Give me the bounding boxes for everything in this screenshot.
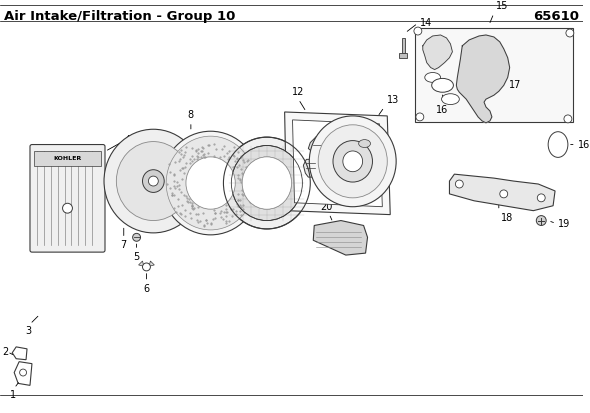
Text: 10: 10 (279, 173, 291, 183)
Text: 2: 2 (2, 347, 8, 357)
Ellipse shape (359, 140, 371, 147)
Text: 8: 8 (188, 110, 194, 120)
Polygon shape (303, 159, 317, 177)
Ellipse shape (318, 125, 387, 198)
Text: 3: 3 (25, 326, 31, 336)
Text: 6: 6 (143, 284, 149, 294)
Text: 20: 20 (320, 202, 332, 211)
Ellipse shape (143, 170, 164, 192)
Text: 65610: 65610 (533, 10, 579, 23)
Polygon shape (313, 221, 368, 255)
FancyBboxPatch shape (30, 145, 105, 252)
Ellipse shape (441, 94, 460, 104)
Ellipse shape (116, 142, 191, 221)
Text: 5: 5 (133, 252, 140, 262)
Polygon shape (284, 112, 390, 215)
Polygon shape (309, 137, 326, 153)
Ellipse shape (166, 136, 255, 230)
Circle shape (143, 263, 150, 271)
Bar (415, 28, 573, 122)
Text: 9: 9 (300, 115, 306, 125)
Text: 7: 7 (120, 240, 127, 250)
Circle shape (536, 216, 546, 225)
Ellipse shape (231, 145, 303, 221)
Polygon shape (146, 261, 155, 267)
Circle shape (133, 233, 140, 241)
Circle shape (566, 29, 574, 37)
Polygon shape (450, 174, 555, 211)
Text: eReplacementParts.com: eReplacementParts.com (157, 187, 377, 205)
Ellipse shape (224, 137, 310, 229)
Ellipse shape (161, 131, 260, 235)
Circle shape (63, 203, 73, 213)
Ellipse shape (186, 157, 235, 209)
Ellipse shape (548, 132, 568, 157)
Ellipse shape (333, 140, 372, 182)
Circle shape (537, 194, 545, 202)
Circle shape (416, 113, 424, 121)
Ellipse shape (242, 157, 291, 209)
Polygon shape (293, 120, 382, 207)
Circle shape (414, 27, 422, 35)
Text: Air Intake/Filtration - Group 10: Air Intake/Filtration - Group 10 (4, 10, 235, 23)
Text: 12: 12 (292, 87, 304, 97)
Text: 18: 18 (501, 213, 513, 223)
Text: 15: 15 (496, 1, 508, 11)
Ellipse shape (149, 176, 158, 186)
Ellipse shape (425, 73, 441, 82)
Text: 19: 19 (558, 219, 571, 230)
Text: 4: 4 (124, 135, 131, 145)
Circle shape (500, 190, 507, 198)
Ellipse shape (309, 116, 396, 207)
Ellipse shape (432, 78, 453, 92)
Polygon shape (139, 261, 146, 267)
Text: 13: 13 (387, 95, 399, 105)
Ellipse shape (343, 151, 363, 172)
Text: 16: 16 (578, 140, 590, 150)
Bar (402, 38, 405, 53)
Text: 14: 14 (420, 18, 432, 28)
Bar (399, 53, 407, 58)
Text: 17: 17 (509, 80, 521, 90)
Text: 11: 11 (338, 132, 350, 142)
Ellipse shape (104, 129, 203, 233)
Polygon shape (423, 35, 453, 69)
Circle shape (564, 115, 572, 123)
Polygon shape (456, 35, 510, 123)
Text: 16: 16 (437, 105, 448, 115)
Text: 1: 1 (10, 390, 17, 400)
Text: KOHLER: KOHLER (53, 156, 81, 161)
Ellipse shape (242, 157, 291, 209)
Bar (34, 152, 101, 166)
Circle shape (455, 180, 463, 188)
